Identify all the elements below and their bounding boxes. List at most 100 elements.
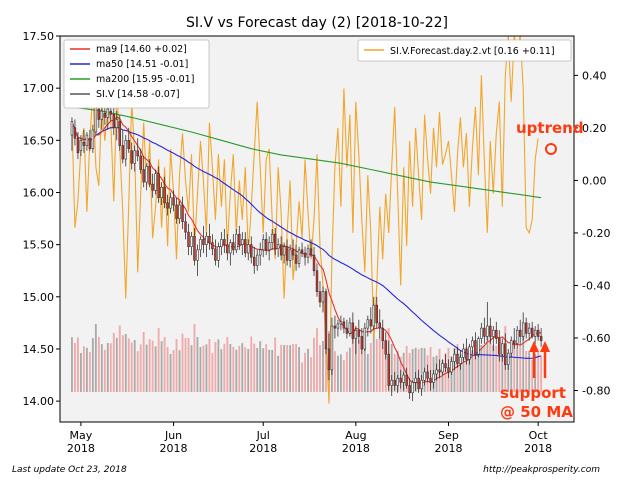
volume-bar	[456, 344, 459, 392]
volume-bar	[247, 349, 250, 392]
candle-body	[264, 239, 268, 251]
candle	[533, 326, 537, 344]
volume-bar	[531, 359, 534, 392]
candle	[217, 242, 220, 268]
candle	[88, 129, 92, 151]
candle-body	[387, 353, 390, 386]
candle	[489, 317, 492, 344]
candle	[411, 380, 414, 402]
volume-bar	[82, 346, 85, 392]
candle-body	[321, 291, 325, 303]
volume-bar	[522, 334, 525, 392]
candle	[539, 328, 543, 347]
candle	[270, 229, 274, 250]
volume-bar	[172, 350, 175, 392]
volume-bar	[459, 353, 462, 392]
candle	[300, 242, 304, 258]
candle	[232, 234, 235, 256]
annotation-arrow-head	[529, 341, 539, 352]
candle	[447, 359, 450, 379]
candle	[483, 317, 486, 344]
volume-bar	[360, 344, 363, 392]
volume-bar	[223, 343, 226, 392]
volume-bar	[292, 344, 295, 392]
volume-bar	[462, 351, 465, 392]
volume-bar	[77, 337, 79, 392]
candle	[76, 131, 80, 160]
volume-bar	[169, 354, 172, 392]
candle	[515, 326, 519, 349]
candle-body	[518, 329, 522, 337]
volume-bar	[411, 349, 414, 392]
candle-body	[223, 239, 226, 245]
candle	[223, 229, 226, 253]
candle-body	[85, 134, 89, 146]
volume-bar	[109, 343, 112, 392]
volume-bar	[289, 345, 292, 392]
volume-bar	[148, 339, 151, 392]
candle	[163, 176, 166, 209]
candle-body	[136, 150, 139, 157]
candle	[220, 232, 223, 256]
candle-body	[342, 321, 346, 329]
candle	[214, 239, 217, 266]
candle-body	[124, 140, 127, 160]
volume-bar	[250, 336, 253, 392]
candle	[518, 319, 522, 344]
candle-body	[178, 204, 181, 219]
volume-bar	[268, 349, 271, 392]
candle-body	[450, 361, 453, 373]
candle	[438, 359, 441, 379]
candle-body	[351, 322, 355, 339]
volume-bar	[178, 350, 181, 392]
volume-bar	[226, 337, 229, 392]
candle-body	[247, 244, 250, 254]
candle-body	[465, 348, 468, 360]
volume-bar	[516, 349, 519, 392]
candle-body	[244, 239, 247, 254]
candle	[100, 106, 104, 130]
volume-bar	[474, 344, 477, 392]
candle	[336, 319, 340, 337]
candle-body	[438, 369, 441, 373]
volume-bar	[253, 343, 256, 392]
volume-bar	[396, 351, 399, 392]
volume-bar	[468, 350, 471, 392]
candle-body	[345, 327, 349, 334]
candle-body	[79, 140, 83, 152]
candle	[226, 234, 229, 261]
x-tick-month: Jul	[256, 429, 270, 442]
candle	[184, 213, 187, 240]
volume-bar	[316, 328, 318, 392]
legend-label: SI.V [14.58 -0.07]	[96, 89, 180, 100]
candle-body	[423, 371, 426, 381]
candle-body	[411, 382, 414, 394]
volume-bar	[390, 344, 393, 392]
candle-body	[300, 249, 304, 254]
volume-bar	[384, 343, 387, 392]
volume-bar	[310, 357, 312, 392]
volume-bar	[492, 345, 495, 392]
candle	[291, 239, 295, 261]
candle-body	[417, 377, 420, 389]
candle-body	[324, 291, 328, 350]
candle-body	[333, 325, 337, 329]
volume-bar	[163, 337, 166, 392]
x-tick-month: Oct	[529, 429, 549, 442]
volume-bar	[160, 341, 163, 392]
volume-bar	[322, 341, 324, 392]
volume-bar	[372, 329, 375, 392]
candle-body	[172, 197, 175, 206]
candle	[417, 369, 420, 393]
candle-body	[214, 248, 217, 261]
candle	[536, 323, 540, 341]
volume-bar	[453, 348, 456, 392]
candle	[181, 196, 184, 229]
volume-bar	[507, 353, 510, 392]
candle-body	[429, 377, 432, 383]
volume-bar	[286, 345, 289, 392]
candle	[372, 296, 376, 331]
candle	[124, 135, 127, 167]
candle	[297, 246, 301, 268]
volume-bar	[354, 338, 357, 392]
